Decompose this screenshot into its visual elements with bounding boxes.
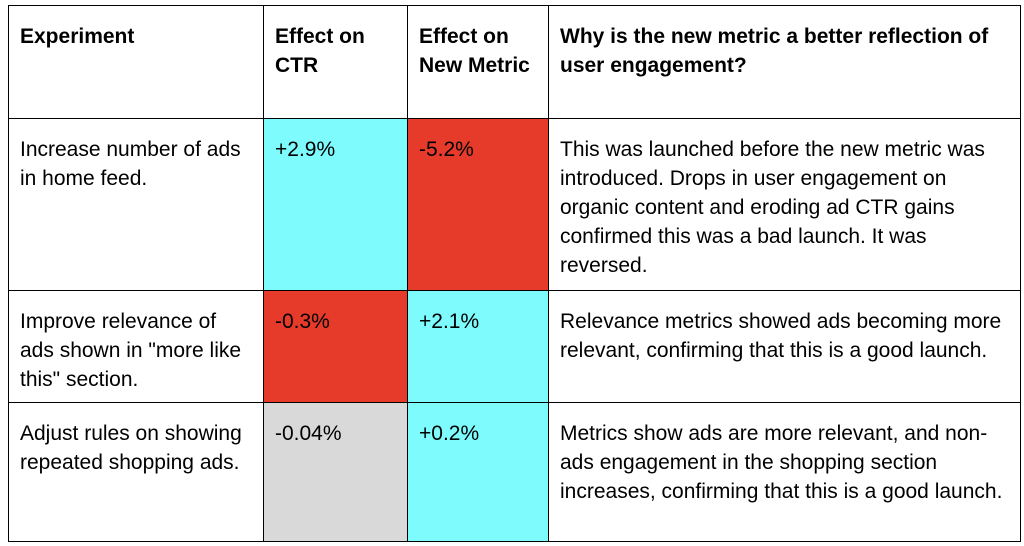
table-row: Increase number of ads in home feed. +2.…: [8, 118, 1021, 291]
header-why-better: Why is the new metric a better reflectio…: [548, 5, 1021, 119]
new-metric-effect-cell: +0.2%: [407, 402, 549, 542]
ctr-effect-cell: -0.04%: [263, 402, 408, 542]
header-effect-on-ctr: Effect on CTR: [263, 5, 408, 119]
header-experiment: Experiment: [8, 5, 264, 119]
header-effect-on-new-metric: Effect on New Metric: [407, 5, 549, 119]
experiment-cell: Adjust rules on showing repeated shoppin…: [8, 402, 264, 542]
experiment-results-container: Experiment Effect on CTR Effect on New M…: [8, 5, 1021, 542]
experiment-cell: Improve relevance of ads shown in "more …: [8, 290, 264, 403]
explanation-cell: Metrics show ads are more relevant, and …: [548, 402, 1021, 542]
ctr-effect-cell: +2.9%: [263, 118, 408, 291]
new-metric-effect-cell: +2.1%: [407, 290, 549, 403]
table-row: Adjust rules on showing repeated shoppin…: [8, 402, 1021, 542]
experiment-results-table: Experiment Effect on CTR Effect on New M…: [8, 5, 1021, 542]
new-metric-effect-cell: -5.2%: [407, 118, 549, 291]
table-header-row: Experiment Effect on CTR Effect on New M…: [8, 5, 1021, 119]
explanation-cell: This was launched before the new metric …: [548, 118, 1021, 291]
explanation-cell: Relevance metrics showed ads becoming mo…: [548, 290, 1021, 403]
table-row: Improve relevance of ads shown in "more …: [8, 290, 1021, 403]
ctr-effect-cell: -0.3%: [263, 290, 408, 403]
experiment-cell: Increase number of ads in home feed.: [8, 118, 264, 291]
